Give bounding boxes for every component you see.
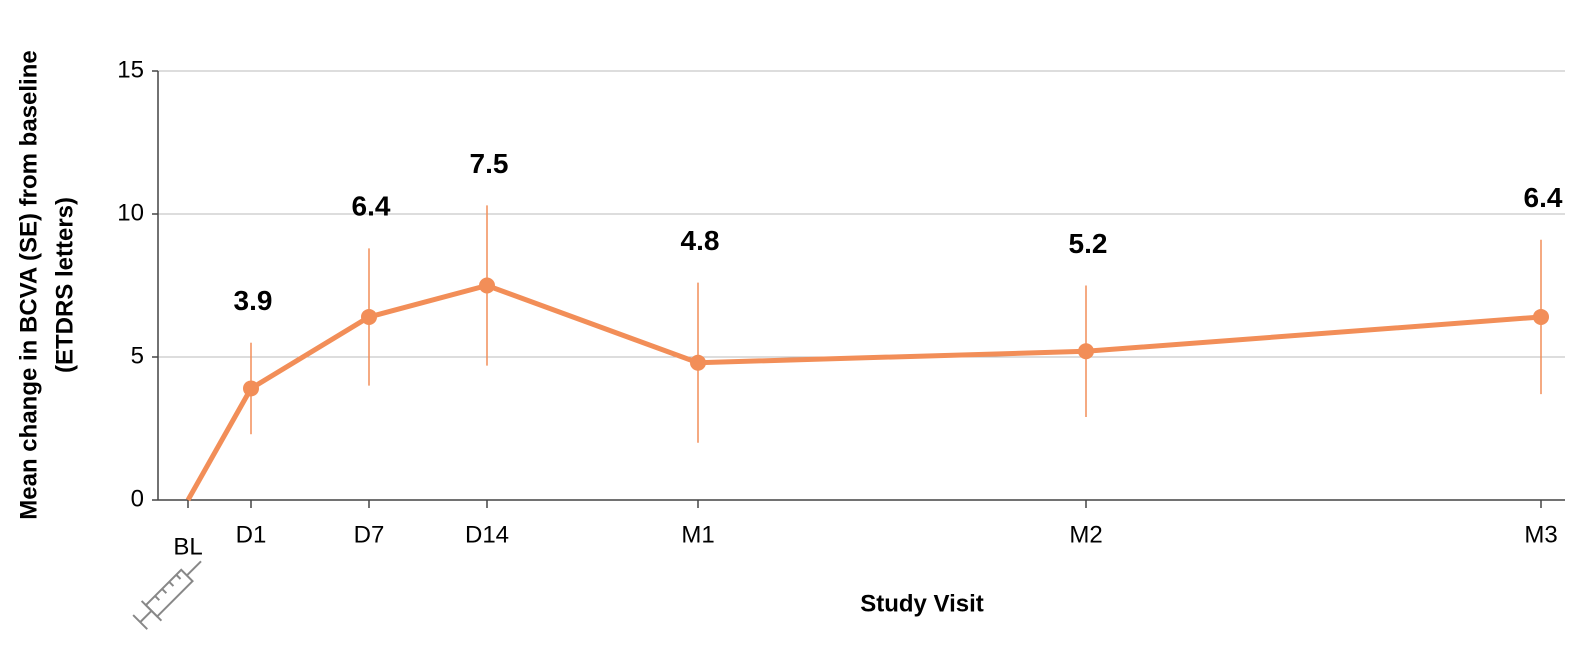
- data-label: 6.4: [1524, 182, 1563, 213]
- x-tick-label: D7: [354, 521, 385, 548]
- data-label: 6.4: [352, 191, 391, 222]
- data-label: 3.9: [234, 285, 273, 316]
- x-axis-label: Study Visit: [860, 590, 984, 617]
- data-point: [690, 354, 706, 371]
- x-tick-label: M3: [1524, 521, 1557, 548]
- x-tick-label: D1: [236, 521, 267, 548]
- y-axis-label: Mean change in BCVA (SE) from baseline: [15, 50, 42, 519]
- data-label: 4.8: [681, 225, 720, 256]
- data-label: 7.5: [470, 148, 509, 179]
- syringe-icon: [132, 560, 202, 630]
- data-point: [361, 308, 377, 325]
- y-tick-label: 0: [131, 485, 144, 512]
- y-tick-label: 5: [131, 342, 144, 369]
- data-point: [1533, 308, 1549, 325]
- data-label: 5.2: [1069, 228, 1108, 259]
- data-point: [1078, 343, 1094, 360]
- x-tick-label: M2: [1069, 521, 1102, 548]
- data-point: [479, 277, 495, 294]
- series-line: [185, 282, 1542, 502]
- y-tick-label: 10: [117, 199, 144, 226]
- data-point: [243, 380, 259, 397]
- y-axis-label: (ETDRS letters): [51, 197, 78, 373]
- x-tick-label: M1: [681, 521, 714, 548]
- x-tick-label: D14: [465, 521, 509, 548]
- x-tick-label: BL: [173, 533, 202, 560]
- y-tick-label: 15: [117, 56, 144, 83]
